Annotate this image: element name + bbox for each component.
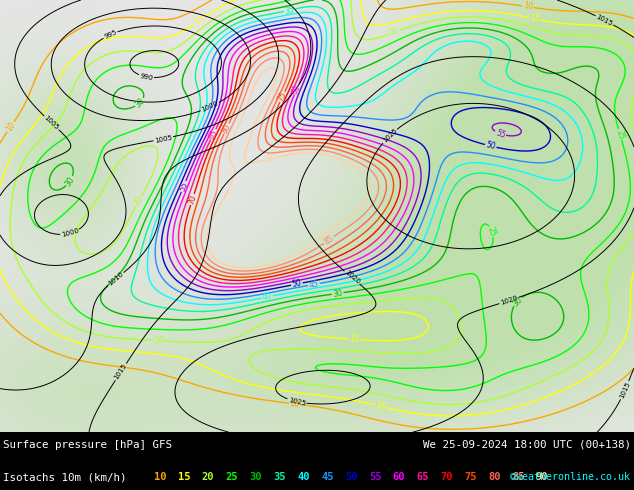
Text: 20: 20 [627,122,634,133]
Text: 1015: 1015 [619,381,631,400]
Text: 80: 80 [488,472,501,482]
Text: 1010: 1010 [107,271,125,287]
Text: 70: 70 [441,472,453,482]
Text: 50: 50 [485,141,496,151]
Text: 80: 80 [220,122,233,135]
Text: 1000: 1000 [60,228,79,239]
Text: 30: 30 [133,96,146,109]
Text: 1000: 1000 [200,100,219,113]
Text: 15: 15 [193,14,206,27]
Text: 10: 10 [4,120,17,133]
Text: 45: 45 [321,472,333,482]
Text: 90: 90 [266,153,277,164]
Text: 40: 40 [261,292,273,302]
Text: We 25-09-2024 18:00 UTC (00+138): We 25-09-2024 18:00 UTC (00+138) [423,440,631,450]
Text: 15: 15 [375,401,386,412]
Text: 65: 65 [207,128,219,141]
Text: 20: 20 [154,336,164,345]
Text: 75: 75 [276,91,288,103]
Text: 1015: 1015 [595,13,614,27]
Text: 995: 995 [103,29,118,40]
Text: 60: 60 [392,472,405,482]
Text: 70: 70 [186,194,198,205]
Text: 10: 10 [154,472,167,482]
Text: 15: 15 [178,472,190,482]
Text: 1020: 1020 [500,295,519,306]
Text: 1015: 1015 [113,363,128,381]
Text: 10: 10 [289,399,300,409]
Text: 1005: 1005 [43,115,60,131]
Text: 25: 25 [614,128,626,140]
Text: 65: 65 [417,472,429,482]
Text: 25: 25 [226,472,238,482]
Text: 85: 85 [322,234,335,246]
Text: 10: 10 [522,1,533,12]
Text: 50: 50 [291,279,302,290]
Text: 30: 30 [250,472,262,482]
Text: 20: 20 [202,472,214,482]
Text: 1020: 1020 [343,270,361,286]
Text: 35: 35 [284,5,295,16]
Text: 40: 40 [297,472,310,482]
Text: ©weatheronline.co.uk: ©weatheronline.co.uk [510,472,630,482]
Text: 75: 75 [464,472,477,482]
Text: 30: 30 [63,174,77,188]
Text: 30: 30 [332,288,343,298]
Text: 20: 20 [133,195,145,207]
Text: 1025: 1025 [381,127,398,144]
Text: 25: 25 [486,225,498,237]
Text: Isotachs 10m (km/h): Isotachs 10m (km/h) [3,472,127,482]
Text: Surface pressure [hPa] GFS: Surface pressure [hPa] GFS [3,440,172,450]
Text: 20: 20 [388,26,401,38]
Text: 90: 90 [536,472,548,482]
Text: 55: 55 [369,472,381,482]
Text: 1025: 1025 [288,397,306,406]
Text: 15: 15 [529,13,540,24]
Text: 1005: 1005 [154,134,172,144]
Text: 990: 990 [139,73,153,81]
Text: 55: 55 [178,180,190,193]
Text: 85: 85 [512,472,524,482]
Text: 55: 55 [495,128,507,140]
Text: 30: 30 [511,294,524,308]
Text: 45: 45 [308,279,320,290]
Text: 50: 50 [345,472,358,482]
Text: 35: 35 [273,472,286,482]
Text: 60: 60 [290,83,302,96]
Text: 15: 15 [349,335,359,344]
